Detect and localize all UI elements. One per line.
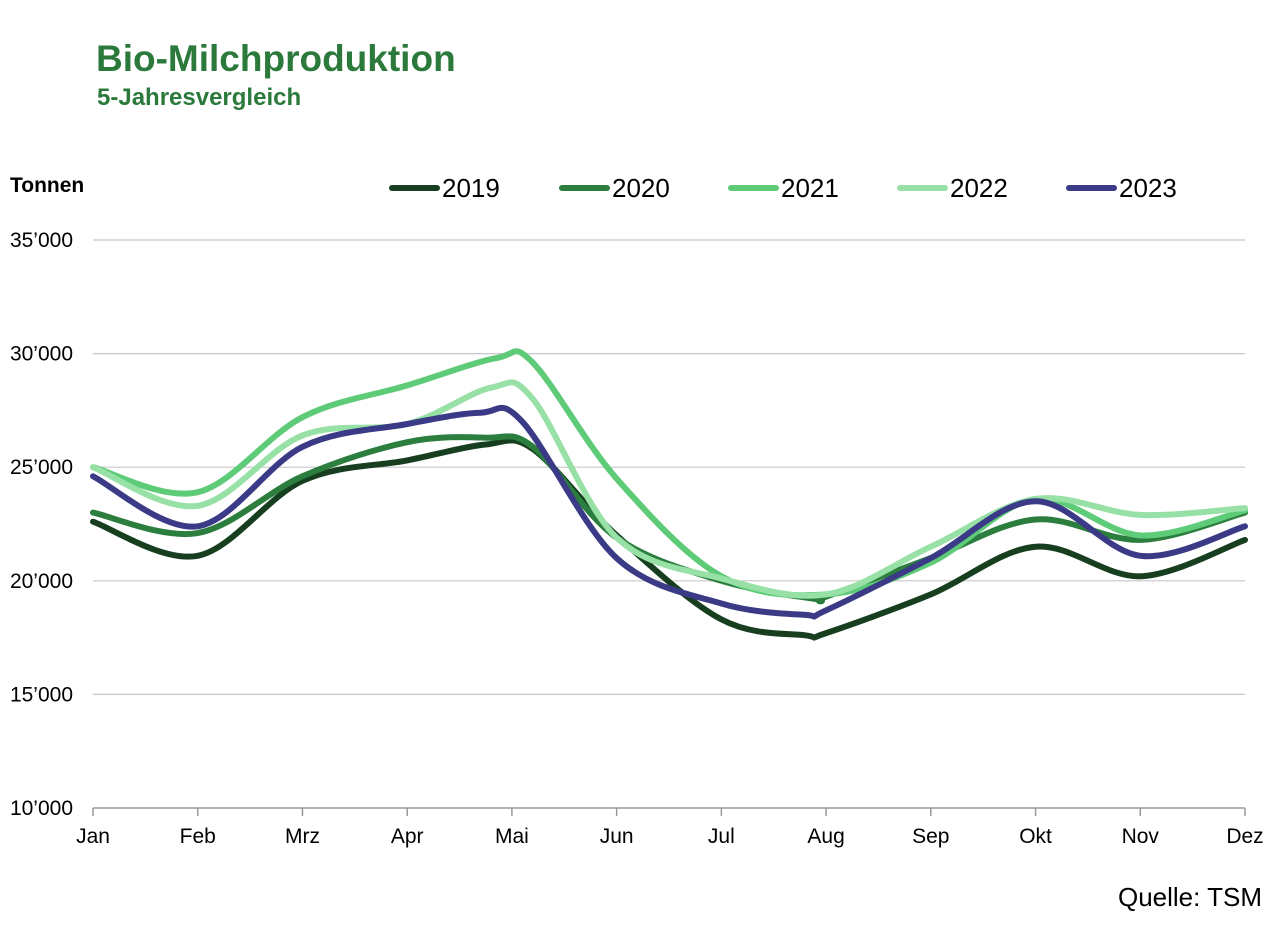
x-tick-label: Nov	[1122, 825, 1160, 848]
x-tick-label: Mai	[495, 825, 529, 848]
y-tick-label: 10’000	[10, 797, 73, 820]
x-axis: Jan Feb Mrz Apr Mai Jun Jul Aug Sep Okt Nov Dez	[76, 808, 1264, 848]
x-tick-label: Mrz	[285, 825, 320, 848]
y-tick-label: 25’000	[10, 456, 73, 479]
series-line-2022	[90, 379, 1248, 599]
legend-label: 2020	[612, 173, 670, 203]
x-tick-label: Jan	[76, 825, 110, 848]
y-tick-label: 35’000	[10, 229, 73, 252]
y-axis-unit-label: Tonnen	[10, 174, 85, 197]
source-note: Quelle: TSM	[1117, 882, 1262, 912]
y-tick-label: 30’000	[10, 343, 73, 366]
x-tick-label: Sep	[912, 825, 949, 848]
x-tick-label: Apr	[391, 825, 424, 848]
legend-item-2019: 2019	[389, 173, 500, 203]
x-tick-label: Okt	[1019, 825, 1052, 848]
x-tick-label: Dez	[1226, 825, 1263, 848]
x-tick-label: Aug	[807, 825, 844, 848]
y-tick-label: 15’000	[10, 683, 73, 706]
legend: 2019 2020 2021 2022 2023	[389, 173, 1177, 203]
y-axis: 10’000 15’000 20’000 25’000 30’000 35’000	[10, 229, 73, 820]
legend-item-2022: 2022	[897, 173, 1008, 203]
legend-item-2021: 2021	[728, 173, 839, 203]
series-line-2019	[90, 437, 1248, 641]
x-tick-label: Jul	[708, 825, 735, 848]
chart-title: Bio-Milchproduktion	[96, 38, 456, 79]
legend-label: 2019	[442, 173, 500, 203]
y-tick-label: 20’000	[10, 570, 73, 593]
chart-subtitle: 5-Jahresvergleich	[97, 84, 302, 111]
x-tick-label: Feb	[180, 825, 216, 848]
legend-item-2023: 2023	[1066, 173, 1177, 203]
legend-item-2020: 2020	[559, 173, 670, 203]
x-tick-label: Jun	[600, 825, 634, 848]
legend-label: 2022	[950, 173, 1008, 203]
series-lines	[90, 348, 1248, 641]
series-line-2023	[90, 404, 1248, 620]
legend-label: 2023	[1119, 173, 1177, 203]
legend-label: 2021	[781, 173, 839, 203]
